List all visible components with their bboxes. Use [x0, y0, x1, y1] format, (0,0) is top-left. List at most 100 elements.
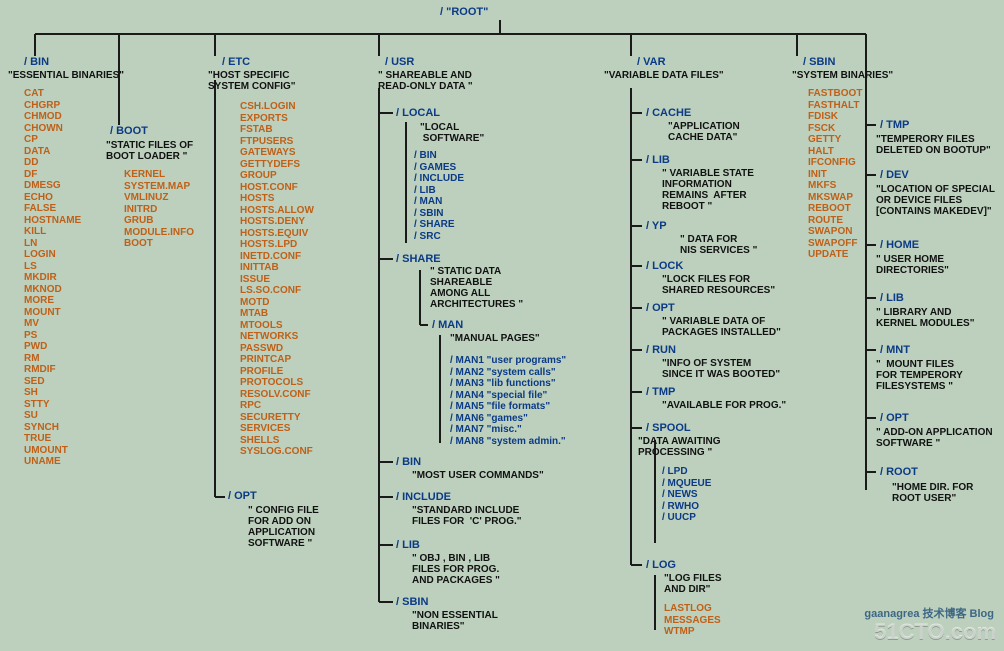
var-spool-title: / SPOOL [646, 422, 691, 434]
list-item: CHMOD [24, 111, 81, 123]
usr-share-desc: " STATIC DATA SHAREABLE AMONG ALL ARCHIT… [430, 266, 523, 310]
list-item: IFCONFIG [808, 157, 862, 169]
list-item: TRUE [24, 433, 81, 445]
list-item: INETD.CONF [240, 251, 314, 263]
list-item: UNAME [24, 456, 81, 468]
usr-local-desc: "LOCAL SOFTWARE" [420, 122, 484, 144]
list-item: LS.SO.CONF [240, 285, 314, 297]
var-spool-desc: "DATA AWAITING PROCESSING " [638, 436, 721, 458]
var-run-desc: "INFO OF SYSTEM SINCE IT WAS BOOTED" [662, 358, 780, 380]
boot-items: KERNELSYSTEM.MAPVMLINUZINITRDGRUBMODULE.… [124, 169, 194, 250]
list-item: PROTOCOLS [240, 377, 314, 389]
list-item: MESSAGES [664, 615, 721, 627]
opt-r-title: / OPT [880, 412, 909, 424]
list-item: / MAN8 "system admin." [450, 436, 566, 448]
list-item: DATA [24, 146, 81, 158]
list-item: HOSTS [240, 193, 314, 205]
list-item: / NEWS [662, 489, 711, 501]
opt-r-desc: " ADD-ON APPLICATION SOFTWARE " [876, 427, 993, 449]
list-item: / MAN6 "games" [450, 413, 566, 425]
list-item: MKFS [808, 180, 862, 192]
list-item: FTPUSERS [240, 136, 314, 148]
list-item: CP [24, 134, 81, 146]
opt-left-desc: " CONFIG FILE FOR ADD ON APPLICATION SOF… [248, 505, 319, 549]
list-item: DD [24, 157, 81, 169]
list-item: KERNEL [124, 169, 194, 181]
list-item: / SBIN [414, 208, 464, 220]
lib-r-desc: " LIBRARY AND KERNEL MODULES" [876, 307, 974, 329]
list-item: MTAB [240, 308, 314, 320]
var-spool-items: / LPD/ MQUEUE/ NEWS/ RWHO/ UUCP [662, 466, 711, 524]
bin-items: CATCHGRPCHMODCHOWNCPDATADDDFDMESGECHOFAL… [24, 88, 81, 468]
list-item: GATEWAYS [240, 147, 314, 159]
bin-title: / BIN [24, 56, 49, 68]
list-item: SECURETTY [240, 412, 314, 424]
list-item: CSH.LOGIN [240, 101, 314, 113]
list-item: REBOOT [808, 203, 862, 215]
list-item: PROFILE [240, 366, 314, 378]
list-item: MTOOLS [240, 320, 314, 332]
list-item: SHELLS [240, 435, 314, 447]
usr-include-title: / INCLUDE [396, 491, 451, 503]
list-item: PWD [24, 341, 81, 353]
list-item: NETWORKS [240, 331, 314, 343]
usr-local-title: / LOCAL [396, 107, 440, 119]
list-item: CHOWN [24, 123, 81, 135]
sbin-desc: "SYSTEM BINARIES" [792, 70, 893, 81]
etc-items: CSH.LOGINEXPORTSFSTABFTPUSERSGATEWAYSGET… [240, 101, 314, 458]
list-item: GETTY [808, 134, 862, 146]
list-item: / MAN3 "lib functions" [450, 378, 566, 390]
list-item: SED [24, 376, 81, 388]
var-tmp-desc: "AVAILABLE FOR PROG." [662, 400, 786, 411]
list-item: SU [24, 410, 81, 422]
list-item: MKDIR [24, 272, 81, 284]
list-item: ISSUE [240, 274, 314, 286]
list-item: / INCLUDE [414, 173, 464, 185]
list-item: VMLINUZ [124, 192, 194, 204]
list-item: / MAN [414, 196, 464, 208]
list-item: MKSWAP [808, 192, 862, 204]
list-item: MV [24, 318, 81, 330]
root-r-title: / ROOT [880, 466, 918, 478]
list-item: ROUTE [808, 215, 862, 227]
list-item: HALT [808, 146, 862, 158]
list-item: / MQUEUE [662, 478, 711, 490]
usr-share-title: / SHARE [396, 253, 441, 265]
list-item: PS [24, 330, 81, 342]
var-yp-desc: " DATA FOR NIS SERVICES " [680, 234, 757, 256]
list-item: HOST.CONF [240, 182, 314, 194]
var-log-items: LASTLOGMESSAGESWTMP [664, 603, 721, 638]
list-item: PRINTCAP [240, 354, 314, 366]
list-item: INITTAB [240, 262, 314, 274]
usr-include-desc: "STANDARD INCLUDE FILES FOR 'C' PROG." [412, 505, 522, 527]
etc-desc: "HOST SPECIFIC SYSTEM CONFIG" [208, 70, 296, 92]
list-item: HOSTS.ALLOW [240, 205, 314, 217]
list-item: KILL [24, 226, 81, 238]
var-log-title: / LOG [646, 559, 676, 571]
usr-desc: " SHAREABLE AND READ-ONLY DATA " [378, 70, 473, 92]
var-title: / VAR [637, 56, 666, 68]
list-item: FSTAB [240, 124, 314, 136]
list-item: / MAN1 "user programs" [450, 355, 566, 367]
list-item: INIT [808, 169, 862, 181]
list-item: DF [24, 169, 81, 181]
var-run-title: / RUN [646, 344, 676, 356]
list-item: HOSTS.LPD [240, 239, 314, 251]
usr-man-items: / MAN1 "user programs"/ MAN2 "system cal… [450, 355, 566, 447]
list-item: HOSTS.DENY [240, 216, 314, 228]
list-item: STTY [24, 399, 81, 411]
var-yp-title: / YP [646, 220, 667, 232]
list-item: / UUCP [662, 512, 711, 524]
watermark-main: 51CTO.com [874, 619, 996, 645]
list-item: INITRD [124, 204, 194, 216]
opt-left-title: / OPT [228, 490, 257, 502]
var-lib-title: / LIB [646, 154, 670, 166]
list-item: GRUB [124, 215, 194, 227]
tmp-title: / TMP [880, 119, 909, 131]
list-item: LOGIN [24, 249, 81, 261]
list-item: MOTD [240, 297, 314, 309]
var-lib-desc: " VARIABLE STATE INFORMATION REMAINS AFT… [662, 168, 754, 212]
var-opt-title: / OPT [646, 302, 675, 314]
list-item: LN [24, 238, 81, 250]
list-item: BOOT [124, 238, 194, 250]
